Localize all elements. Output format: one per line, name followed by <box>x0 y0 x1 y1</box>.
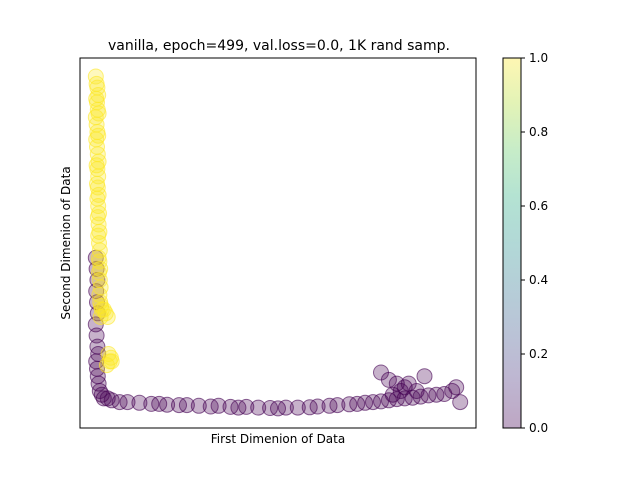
scatter-point <box>190 397 207 414</box>
scatter-point <box>131 394 148 411</box>
scatter-point <box>103 392 120 409</box>
scatter-point <box>448 379 465 396</box>
colorbar-frame <box>502 57 522 429</box>
scatter-point <box>329 397 346 414</box>
plot-area <box>79 57 477 429</box>
scatter-point <box>99 309 116 325</box>
colorbar-ticks: 0.0 0.2 0.4 0.6 0.8 1.0 <box>521 51 548 435</box>
scatter-point <box>119 394 136 411</box>
scatter-point <box>103 353 120 370</box>
scatter-point <box>250 399 267 416</box>
scatter-point <box>238 398 255 415</box>
scatter-point <box>384 386 401 403</box>
scatter-point <box>277 399 294 416</box>
colorbar-tick-label: 0.6 <box>529 199 548 213</box>
colorbar-tick-label: 0.4 <box>529 273 548 287</box>
scatter-point <box>416 368 433 385</box>
y-axis-label: Second Dimenion of Data <box>59 166 73 319</box>
scatter-point <box>392 383 409 399</box>
scatter-point <box>309 398 326 415</box>
plot-frame <box>79 57 477 429</box>
colorbar-gradient <box>503 58 521 428</box>
scatter-point <box>380 371 397 388</box>
scatter-points <box>87 68 469 417</box>
scatter-point <box>178 397 195 414</box>
x-axis-label: First Dimenion of Data <box>211 432 345 446</box>
scatter-point <box>210 397 227 414</box>
colorbar: 0.0 0.2 0.4 0.6 0.8 1.0 <box>502 51 548 435</box>
scatter-point <box>365 394 381 411</box>
scatter-point <box>159 396 176 413</box>
colorbar-tick-label: 0.2 <box>529 347 548 361</box>
plot-background <box>80 58 476 428</box>
scatter-point <box>452 394 469 411</box>
colorbar-tick-label: 1.0 <box>529 51 548 65</box>
scatter-point <box>289 399 306 416</box>
colorbar-tick-label: 0.8 <box>529 125 548 139</box>
chart-title: vanilla, epoch=499, val.loss=0.0, 1K ran… <box>108 38 450 54</box>
colorbar-tick-label: 0.0 <box>529 421 548 435</box>
